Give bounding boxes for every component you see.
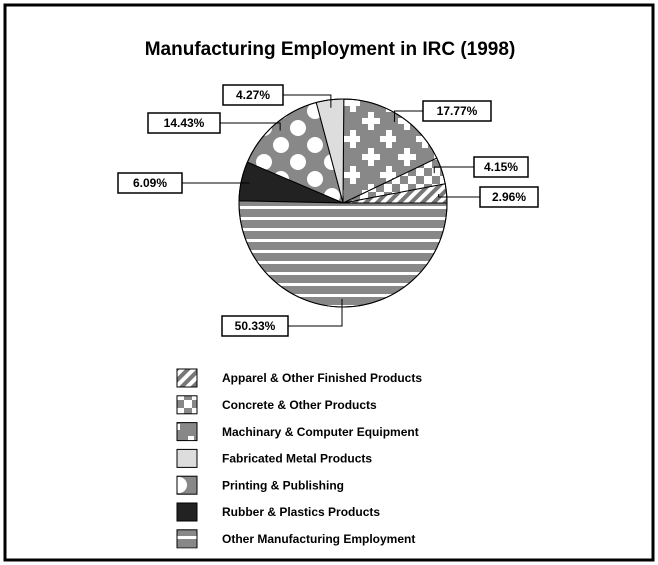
legend-label: Printing & Publishing xyxy=(222,478,344,492)
legend-swatch xyxy=(176,529,198,549)
legend-label: Rubber & Plastics Products xyxy=(222,505,380,519)
legend-label: Other Manufacturing Employment xyxy=(222,532,415,546)
legend-label: Apparel & Other Finished Products xyxy=(222,371,422,385)
data-label: 17.77% xyxy=(437,104,478,118)
label-box xyxy=(479,186,539,208)
label-box xyxy=(221,315,289,337)
chart-title: Manufacturing Employment in IRC (1998) xyxy=(145,39,516,60)
legend-swatch xyxy=(176,368,198,388)
data-label: 6.09% xyxy=(133,176,167,190)
label-box xyxy=(422,100,492,122)
data-label: 4.15% xyxy=(484,160,518,174)
data-label: 2.96% xyxy=(492,190,526,204)
legend-swatch xyxy=(176,502,198,522)
pie-slice xyxy=(238,200,448,308)
data-label: 4.27% xyxy=(236,88,270,102)
label-box xyxy=(117,172,183,194)
legend-label: Concrete & Other Products xyxy=(222,398,377,412)
data-label: 14.43% xyxy=(164,116,205,130)
legend-swatch xyxy=(176,395,198,415)
pie-outline xyxy=(238,98,448,308)
label-box xyxy=(473,156,529,178)
legend-label: Fabricated Metal Products xyxy=(222,452,372,466)
label-box xyxy=(147,112,221,134)
legend-swatch xyxy=(176,422,198,442)
legend-swatch xyxy=(176,475,198,495)
frame xyxy=(3,3,655,562)
legend-label: Machinary & Computer Equipment xyxy=(222,425,419,439)
data-label: 50.33% xyxy=(235,319,276,333)
label-box xyxy=(222,84,284,106)
legend-swatch xyxy=(176,448,198,468)
